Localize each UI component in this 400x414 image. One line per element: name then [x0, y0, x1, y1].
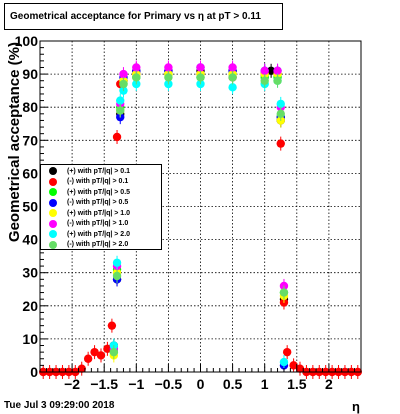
legend-entry: (+) with pT/|q| > 2.0	[41, 229, 161, 240]
y-tick-label: 10	[22, 331, 38, 347]
x-tick-label: 0	[197, 376, 205, 392]
series-7	[109, 70, 289, 360]
legend-marker	[49, 188, 57, 197]
data-point	[282, 347, 292, 357]
data-point	[109, 347, 119, 357]
data-point	[279, 288, 289, 297]
data-point	[164, 73, 173, 82]
legend-marker	[49, 230, 57, 239]
legend-label: (-) with pT/|q| > 1.0	[67, 220, 129, 228]
legend-label: (+) with pT/|q| > 1.0	[67, 209, 131, 217]
data-point	[90, 347, 99, 357]
y-tick-label: 80	[22, 99, 38, 115]
x-tick-label: −0.5	[155, 376, 183, 392]
y-tick-label: 60	[22, 165, 38, 181]
legend-label: (-) with pT/|q| > 0.1	[67, 178, 129, 186]
legend-marker	[49, 177, 57, 186]
data-point	[77, 364, 86, 373]
y-tick-label: 100	[15, 33, 39, 49]
legend-entry: (+) with pT/|q| > 0.1	[41, 166, 161, 177]
y-tick-label: 90	[22, 66, 38, 82]
data-point	[119, 69, 128, 79]
x-tick-label: −1	[128, 376, 144, 392]
legend-label: (+) with pT/|q| > 0.5	[67, 188, 131, 196]
data-point	[276, 139, 285, 148]
legend-marker	[49, 240, 57, 249]
data-point	[266, 66, 276, 75]
axes: −2 −1.5 −1 −0.5 0 0.5 1 1.5 20102030405060708090…	[6, 33, 362, 414]
data-point	[103, 344, 112, 354]
data-point	[116, 106, 125, 115]
y-tick-label: 0	[30, 364, 38, 380]
legend: (+) with pT/|q| > 0.1 (-) with pT/|q| > 0…	[40, 164, 162, 250]
data-point	[83, 354, 93, 363]
x-tick-label: −1.5	[90, 376, 118, 392]
y-tick-label: 30	[22, 265, 38, 281]
timestamp: Tue Jul 3 09:29:00 2018	[4, 400, 115, 411]
legend-marker	[49, 219, 57, 228]
data-point	[132, 63, 141, 72]
data-point	[107, 321, 117, 330]
x-tick-label: −2	[64, 376, 80, 392]
data-point	[196, 63, 205, 72]
legend-marker	[49, 209, 57, 218]
chart-title: Geometrical acceptance for Primary vs η …	[4, 3, 283, 30]
data-point	[228, 83, 237, 92]
data-point	[273, 76, 282, 85]
legend-marker	[49, 198, 57, 207]
data-point	[112, 258, 122, 267]
data-point	[289, 361, 298, 370]
legend-entry: (-) with pT/|q| > 2.0	[41, 240, 161, 251]
y-tick-label: 50	[22, 199, 38, 215]
data-point	[273, 66, 282, 75]
x-tick-label: 2	[325, 376, 333, 392]
data-point	[276, 109, 285, 119]
data-point	[279, 357, 289, 367]
data-point	[260, 66, 269, 75]
x-tick-label: 1	[261, 376, 269, 392]
data-point	[96, 351, 106, 360]
x-tick-label: 0.5	[223, 376, 243, 392]
legend-label: (+) with pT/|q| > 0.1	[67, 167, 131, 175]
data-point	[295, 364, 305, 373]
legend-entry: (+) with pT/|q| > 0.5	[41, 187, 161, 198]
y-tick-label: 70	[22, 132, 38, 148]
data-point	[119, 79, 128, 89]
data-point	[112, 271, 122, 281]
legend-label: (+) with pT/|q| > 2.0	[67, 230, 131, 238]
legend-label: (-) with pT/|q| > 2.0	[67, 241, 129, 249]
legend-entry: (+) with pT/|q| > 1.0	[41, 208, 161, 219]
y-axis-label: Geometrical acceptance (%)	[6, 42, 23, 242]
x-tick-label: 1.5	[287, 376, 307, 392]
data-point	[116, 96, 125, 105]
data-point	[260, 76, 269, 85]
data-point	[276, 99, 285, 109]
data-point	[228, 63, 237, 72]
data-markers	[39, 60, 362, 379]
legend-entry: (-) with pT/|q| > 0.5	[41, 198, 161, 209]
y-tick-label: 40	[22, 232, 38, 248]
legend-entry: (-) with pT/|q| > 0.1	[41, 177, 161, 188]
legend-label: (-) with pT/|q| > 0.5	[67, 199, 129, 207]
y-tick-label: 20	[22, 298, 38, 314]
data-point	[112, 132, 122, 142]
legend-marker	[49, 167, 57, 176]
x-axis-label: η	[352, 399, 360, 414]
data-point	[164, 63, 173, 72]
data-point	[132, 73, 141, 82]
data-point	[228, 73, 237, 82]
legend-entry: (-) with pT/|q| > 1.0	[41, 219, 161, 230]
data-point	[196, 73, 205, 82]
